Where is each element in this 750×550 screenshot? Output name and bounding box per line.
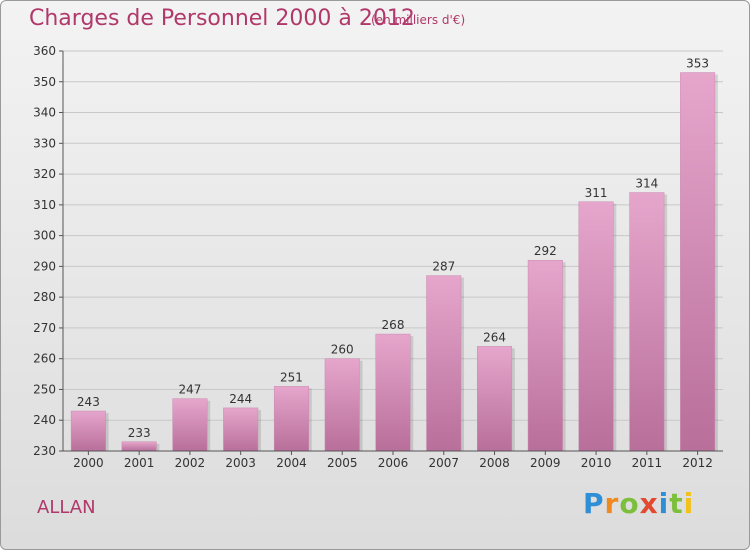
y-tick-label: 320 xyxy=(33,167,56,181)
x-tick-label: 2008 xyxy=(479,456,510,470)
proxiti-logo[interactable]: Proxiti xyxy=(583,487,695,520)
bar-value-label: 233 xyxy=(128,426,151,440)
y-tick-label: 340 xyxy=(33,106,56,120)
bar-value-label: 353 xyxy=(686,57,709,71)
bar xyxy=(273,386,309,452)
y-tick-label: 270 xyxy=(33,321,56,335)
bar xyxy=(629,192,665,452)
bar-value-label: 251 xyxy=(280,370,303,384)
bar xyxy=(223,407,259,452)
bar-value-label: 311 xyxy=(585,186,608,200)
y-tick-label: 240 xyxy=(33,413,56,427)
x-tick-label: 2012 xyxy=(682,456,713,470)
bar-value-label: 244 xyxy=(229,392,252,406)
x-tick-label: 2000 xyxy=(73,456,104,470)
y-tick-label: 280 xyxy=(33,290,56,304)
y-tick-label: 260 xyxy=(33,352,56,366)
y-tick-label: 310 xyxy=(33,198,56,212)
commune-name: ALLAN xyxy=(37,497,96,518)
bar xyxy=(324,358,360,452)
bar xyxy=(375,333,411,452)
bar xyxy=(121,441,157,452)
bar-value-label: 247 xyxy=(178,383,201,397)
bar xyxy=(70,410,106,452)
x-tick-label: 2009 xyxy=(530,456,561,470)
bar-value-label: 260 xyxy=(331,343,354,357)
y-tick-label: 230 xyxy=(33,444,56,458)
x-tick-label: 2011 xyxy=(632,456,663,470)
x-tick-label: 2006 xyxy=(378,456,409,470)
x-tick-label: 2010 xyxy=(581,456,612,470)
bar-value-label: 314 xyxy=(635,177,658,191)
x-tick-label: 2007 xyxy=(428,456,459,470)
chart-title: Charges de Personnel 2000 à 2012 xyxy=(29,6,415,31)
y-tick-label: 350 xyxy=(33,75,56,89)
x-tick-label: 2003 xyxy=(225,456,256,470)
bar xyxy=(477,346,513,452)
x-tick-label: 2001 xyxy=(124,456,155,470)
y-tick-label: 330 xyxy=(33,136,56,150)
bar xyxy=(578,201,614,452)
bar xyxy=(527,259,563,452)
bar-value-label: 287 xyxy=(432,260,455,274)
bar-value-label: 268 xyxy=(382,318,405,332)
bar xyxy=(426,275,462,452)
x-tick-label: 2005 xyxy=(327,456,358,470)
x-tick-label: 2002 xyxy=(175,456,206,470)
labels: 230 240 250 260 270 280 290 300 310 320 330 340 350 3… xyxy=(33,44,713,470)
bar-value-label: 243 xyxy=(77,395,100,409)
y-tick-label: 250 xyxy=(33,382,56,396)
axes xyxy=(59,50,723,455)
bar xyxy=(680,72,716,452)
bar-value-label: 292 xyxy=(534,244,557,258)
x-tick-label: 2004 xyxy=(276,456,307,470)
bar-value-label: 264 xyxy=(483,330,506,344)
y-tick-label: 300 xyxy=(33,229,56,243)
bars xyxy=(70,72,718,452)
y-tick-label: 360 xyxy=(33,44,56,58)
chart-subtitle: (en milliers d'€) xyxy=(371,13,466,27)
bar xyxy=(172,398,208,452)
y-tick-label: 290 xyxy=(33,259,56,273)
